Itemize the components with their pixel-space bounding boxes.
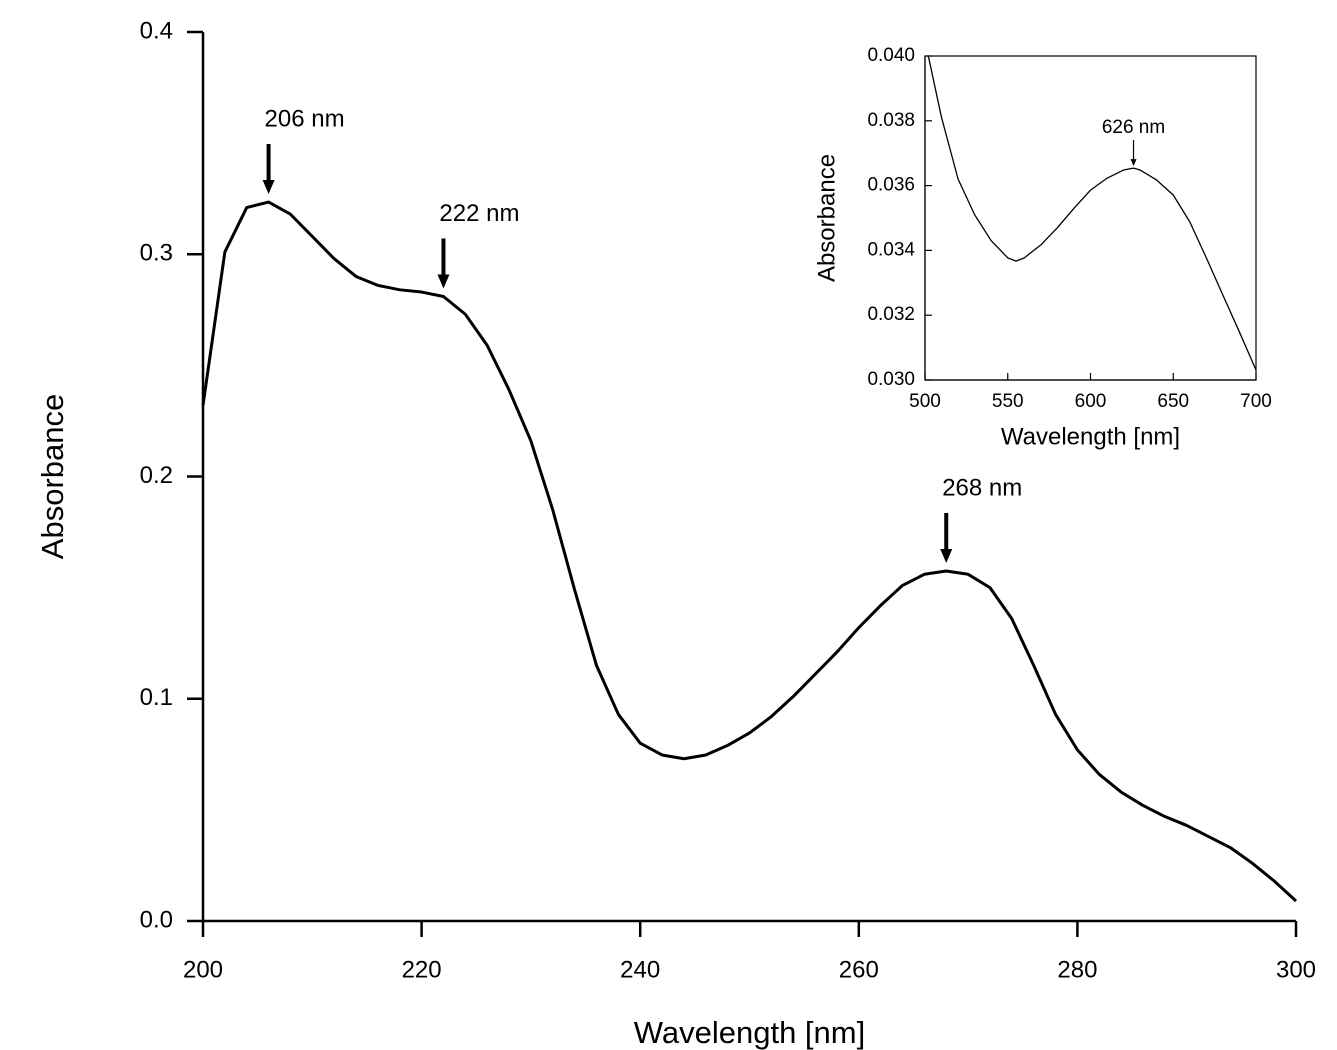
x-tick-label: 240 bbox=[620, 956, 660, 983]
y-tick-label: 0.040 bbox=[867, 45, 915, 66]
annotation-label: 206 nm bbox=[265, 105, 345, 132]
x-tick-label: 650 bbox=[1157, 391, 1189, 412]
y-tick-label: 0.4 bbox=[140, 17, 173, 44]
x-axis-title: Wavelength [nm] bbox=[634, 1015, 865, 1050]
annotation-label: 268 nm bbox=[942, 474, 1022, 501]
x-tick-label: 300 bbox=[1276, 956, 1316, 983]
x-tick-label: 220 bbox=[402, 956, 442, 983]
annotation-label: 222 nm bbox=[439, 200, 519, 227]
x-tick-label: 500 bbox=[909, 391, 941, 412]
annotation-arrowhead bbox=[940, 548, 953, 563]
plot-frame bbox=[924, 55, 1257, 381]
y-axis-title: Absorbance bbox=[35, 394, 70, 559]
x-axis-title: Wavelength [nm] bbox=[1001, 423, 1180, 450]
x-tick-label: 600 bbox=[1075, 391, 1107, 412]
annotation-arrowhead bbox=[262, 180, 275, 195]
y-tick-label: 0.038 bbox=[867, 110, 915, 131]
y-tick-label: 0.036 bbox=[867, 175, 915, 196]
annotation-arrowhead bbox=[1130, 159, 1137, 167]
annotation-label: 626 nm bbox=[1102, 117, 1165, 138]
annotation-arrowhead bbox=[437, 274, 450, 289]
y-tick-label: 0.2 bbox=[140, 462, 173, 489]
y-axis-title: Absorbance bbox=[813, 154, 840, 282]
data-line bbox=[201, 200, 1298, 903]
x-tick-label: 260 bbox=[839, 956, 879, 983]
y-tick-label: 0.030 bbox=[867, 369, 915, 390]
x-tick-label: 280 bbox=[1057, 956, 1097, 983]
data-line bbox=[927, 55, 1257, 371]
y-tick-label: 0.032 bbox=[867, 304, 915, 325]
x-tick-label: 550 bbox=[992, 391, 1024, 412]
y-tick-label: 0.3 bbox=[140, 240, 173, 267]
y-tick-label: 0.034 bbox=[867, 239, 915, 260]
y-tick-label: 0.1 bbox=[140, 684, 173, 711]
y-tick-label: 0.0 bbox=[140, 906, 173, 933]
x-tick-label: 200 bbox=[183, 956, 223, 983]
x-tick-label: 700 bbox=[1240, 391, 1272, 412]
